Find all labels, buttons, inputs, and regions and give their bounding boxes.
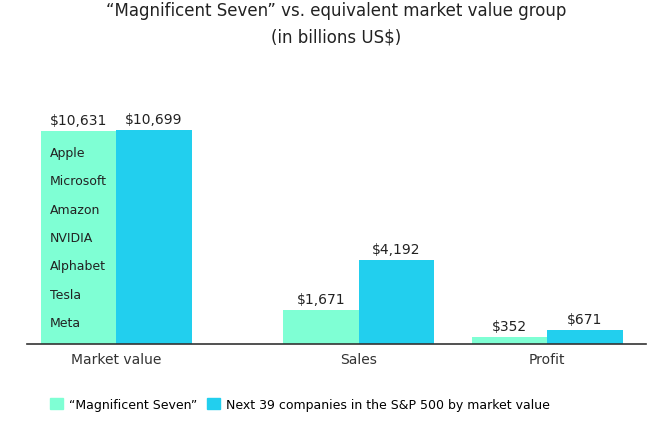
Legend: “Magnificent Seven”, Next 39 companies in the S&P 500 by market value: “Magnificent Seven”, Next 39 companies i… bbox=[45, 393, 555, 416]
Text: $10,631: $10,631 bbox=[50, 114, 107, 128]
Bar bbox=[117, 130, 192, 344]
Bar bbox=[41, 132, 117, 344]
Text: Alphabet: Alphabet bbox=[50, 260, 106, 273]
Text: $352: $352 bbox=[492, 319, 527, 333]
Bar bbox=[472, 337, 547, 344]
Title: Stocks of the S&P 500 Index
“Magnificent Seven” vs. equivalent market value grou: Stocks of the S&P 500 Index “Magnificent… bbox=[106, 0, 567, 46]
Text: $10,699: $10,699 bbox=[125, 112, 183, 126]
Bar bbox=[547, 331, 623, 344]
Text: Apple: Apple bbox=[50, 147, 85, 160]
Text: NVIDIA: NVIDIA bbox=[50, 231, 93, 244]
Text: $1,671: $1,671 bbox=[297, 293, 346, 307]
Text: Tesla: Tesla bbox=[50, 288, 81, 301]
Text: $4,192: $4,192 bbox=[372, 243, 421, 256]
Text: $671: $671 bbox=[567, 313, 603, 327]
Text: Meta: Meta bbox=[50, 316, 81, 329]
Text: Microsoft: Microsoft bbox=[50, 175, 107, 188]
Bar bbox=[359, 260, 434, 344]
Text: Amazon: Amazon bbox=[50, 203, 101, 216]
Bar bbox=[283, 310, 359, 344]
